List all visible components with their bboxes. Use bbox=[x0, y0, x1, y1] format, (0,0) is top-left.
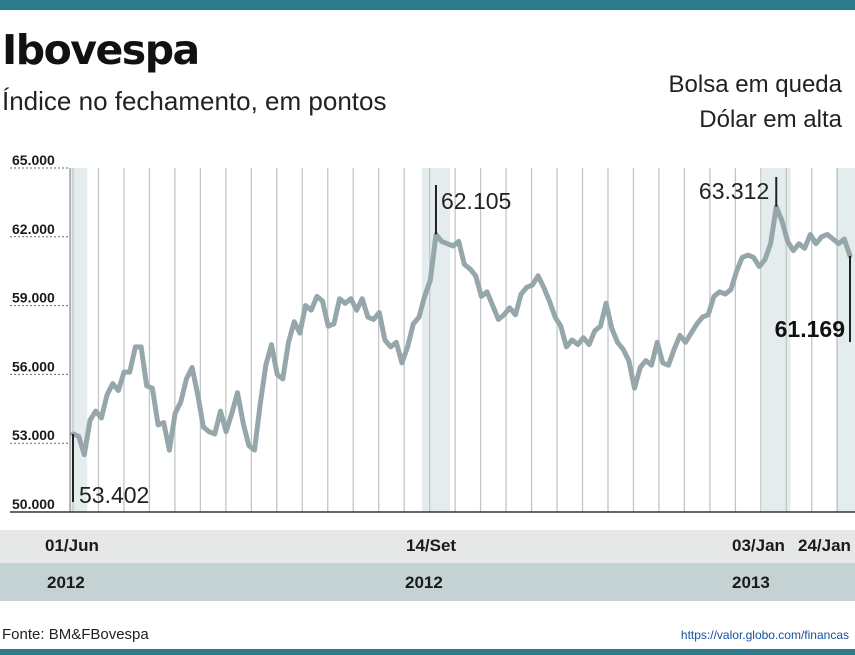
annotation-peak-set-value: 62.105 bbox=[441, 188, 511, 214]
date-label-jan3: 03/Jan bbox=[732, 536, 785, 555]
year-label-band bbox=[0, 563, 855, 601]
y-tick-label: 65.000 bbox=[12, 152, 55, 168]
year-label-2012-b: 2012 bbox=[405, 573, 443, 592]
date-label-jan24: 24/Jan bbox=[798, 536, 851, 555]
annotation-start-value: 53.402 bbox=[79, 482, 149, 508]
series-line bbox=[70, 204, 853, 458]
annotation-end-value: 61.169 bbox=[775, 316, 845, 342]
chart-subtitle: Índice no fechamento, em pontos bbox=[2, 86, 387, 116]
chart-title: Ibovespa bbox=[2, 26, 200, 74]
y-tick-label: 53.000 bbox=[12, 427, 55, 443]
bottom-accent-bar bbox=[0, 649, 855, 655]
y-tick-label: 62.000 bbox=[12, 221, 55, 237]
date-label-jun: 01/Jun bbox=[45, 536, 99, 555]
year-label-2013: 2013 bbox=[732, 573, 770, 592]
y-tick-label: 56.000 bbox=[12, 358, 55, 374]
note-bolsa: Bolsa em queda bbox=[668, 71, 842, 98]
line-chart: 50.000 53.000 56.000 59.000 62.000 65.000 53.4… bbox=[10, 152, 855, 513]
source-note: Fonte: BM&FBovespa bbox=[2, 626, 149, 643]
note-dolar: Dólar em alta bbox=[699, 106, 842, 133]
year-label-2012-a: 2012 bbox=[47, 573, 85, 592]
date-label-band bbox=[0, 530, 855, 563]
top-accent-bar bbox=[0, 0, 855, 10]
date-label-set: 14/Set bbox=[406, 536, 457, 555]
source-url: https://valor.globo.com/financas bbox=[680, 628, 849, 642]
annotation-peak-jan-value: 63.312 bbox=[699, 178, 769, 204]
y-tick-label: 50.000 bbox=[12, 496, 55, 512]
y-tick-label: 59.000 bbox=[12, 290, 55, 306]
highlight-band-jun bbox=[70, 168, 88, 512]
